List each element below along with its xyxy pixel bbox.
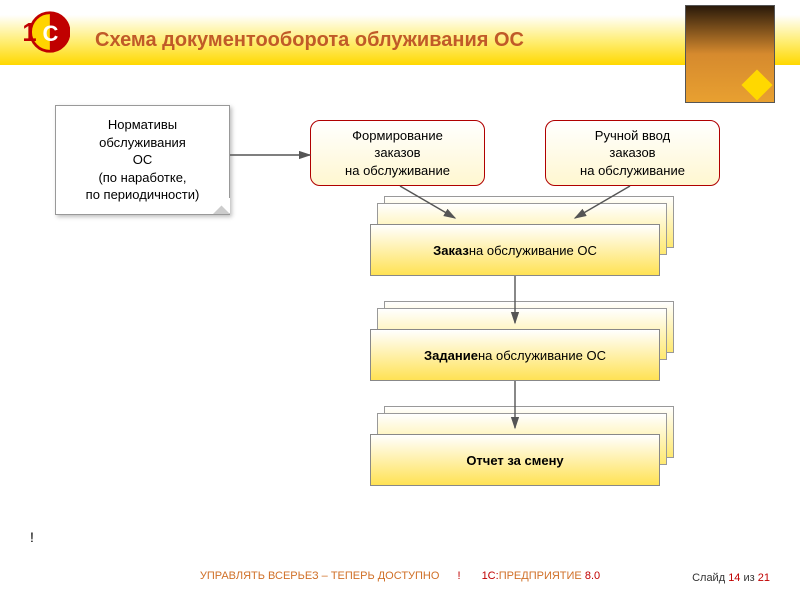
node-norms: НормативыобслуживанияОС(по наработке,по … (55, 105, 230, 215)
node-manual-orders: Ручной вводзаказовна обслуживание (545, 120, 720, 186)
slide-pre: Слайд (692, 572, 728, 584)
node-task-front: Задание на обслуживание ОС (370, 329, 660, 381)
slide-mid: из (740, 572, 757, 584)
footer-bang: ! (457, 570, 460, 582)
slide-total: 21 (758, 572, 770, 584)
node-manual-text: Ручной вводзаказовна обслуживание (580, 127, 685, 180)
diagram-area: НормативыобслуживанияОС(по наработке,по … (0, 80, 800, 550)
node-report-stack: Отчет за смену (370, 420, 676, 488)
svg-text:1: 1 (22, 19, 36, 47)
slide-n: 14 (728, 572, 740, 584)
logo-1c-icon: 1 С (15, 8, 70, 56)
node-report-front: Отчет за смену (370, 434, 660, 486)
svg-text:С: С (43, 21, 59, 46)
header-bar: Схема документооборота облуживания ОС (0, 15, 800, 65)
node-order-stack: Заказ на обслуживание ОС (370, 210, 676, 278)
slide-number: Слайд 14 из 21 (692, 572, 770, 584)
exclamation-mark: ! (30, 529, 34, 545)
footer: УПРАВЛЯТЬ ВСЕРЬЕЗ – ТЕПЕРЬ ДОСТУПНО! 1С:… (0, 570, 800, 582)
footer-version: 8.0 (585, 570, 600, 582)
node-task-stack: Задание на обслуживание ОС (370, 315, 676, 383)
node-form-orders: Формированиезаказовна обслуживание (310, 120, 485, 186)
page-title: Схема документооборота облуживания ОС (95, 29, 524, 52)
node-form-text: Формированиезаказовна обслуживание (345, 127, 450, 180)
node-norms-text: НормативыобслуживанияОС(по наработке,по … (86, 116, 200, 204)
footer-product: ПРЕДПРИЯТИЕ (499, 570, 585, 582)
node-order-front: Заказ на обслуживание ОС (370, 224, 660, 276)
footer-product-prefix: 1С: (482, 570, 499, 582)
footer-slogan: УПРАВЛЯТЬ ВСЕРЬЕЗ – ТЕПЕРЬ ДОСТУПНО (200, 570, 440, 582)
